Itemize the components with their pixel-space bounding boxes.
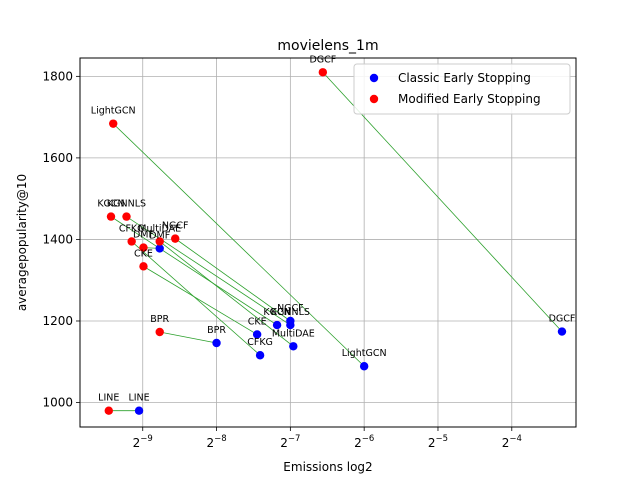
y-tick-label: 1600 — [42, 151, 73, 165]
point-label: CFKG — [247, 337, 273, 348]
point-label: KGCN — [263, 307, 290, 318]
connection-lines — [108, 71, 563, 412]
y-tick-label: 1400 — [42, 232, 73, 246]
legend: Classic Early Stopping Modified Early Sto… — [353, 63, 571, 115]
legend-box — [353, 63, 571, 115]
point-labels: LINEBPRCFKGCKEKGCNNGCFKGNNLSMultiDAELigh… — [91, 54, 576, 403]
x-tick-label: 2−6 — [354, 434, 374, 450]
classic-point — [272, 320, 282, 330]
x-tick-label: 2−9 — [133, 434, 153, 450]
x-axis-label: Emissions log2 — [283, 460, 372, 474]
point-label: DMF — [149, 230, 170, 241]
connection-line — [322, 71, 563, 332]
point-label: DGCF — [549, 314, 576, 325]
modified-point — [109, 119, 118, 128]
point-label: CKE — [134, 248, 153, 259]
x-tick-label: 2−4 — [502, 434, 522, 450]
modified-point — [122, 212, 131, 221]
connection-line — [112, 123, 365, 367]
y-tick-label: 1200 — [42, 314, 73, 328]
point-label: DMF — [133, 230, 154, 241]
connection-line — [126, 216, 291, 326]
point-label: DGCF — [309, 54, 336, 65]
modified-point — [139, 262, 148, 271]
modified-point — [171, 234, 180, 243]
modified-point — [139, 243, 148, 252]
modified-point — [104, 406, 113, 415]
classic-point — [359, 362, 369, 371]
chart-title: movielens_1m — [277, 38, 378, 54]
x-tick-label: 2−5 — [428, 434, 448, 450]
point-label: BPR — [150, 314, 169, 325]
point-label: LINE — [98, 393, 119, 404]
y-axis-label: averagepopularity@10 — [15, 174, 29, 311]
data-points — [104, 68, 567, 415]
point-label: NGCF — [277, 303, 304, 314]
legend-label: Modified Early Stopping — [398, 92, 541, 106]
classic-point — [155, 244, 164, 253]
point-label: LINE — [128, 393, 149, 404]
point-label: KGCN — [97, 199, 124, 210]
modified-point — [127, 237, 136, 246]
point-label: CKE — [248, 316, 267, 327]
connection-line — [143, 266, 258, 335]
point-label: MultiDAE — [138, 223, 181, 234]
legend-marker — [369, 94, 379, 104]
connection-line — [159, 241, 294, 347]
modified-point — [106, 212, 116, 221]
point-label: LightGCN — [342, 348, 387, 359]
modified-point — [155, 237, 164, 246]
classic-point — [134, 406, 144, 415]
point-label: KGNNLS — [271, 307, 310, 318]
classic-point — [557, 327, 567, 336]
legend-label: Classic Early Stopping — [398, 71, 531, 85]
modified-point — [155, 327, 164, 337]
connection-line — [110, 216, 278, 326]
plot-frame — [79, 57, 577, 428]
classic-point — [289, 342, 298, 351]
point-label: MultiDAE — [272, 328, 315, 339]
y-tick-label: 1000 — [42, 396, 73, 410]
point-label: CFKG — [119, 223, 145, 234]
classic-point — [286, 320, 295, 330]
classic-point — [212, 338, 221, 348]
connection-line — [174, 238, 291, 322]
point-label: BPR — [207, 325, 226, 336]
y-ticks: 1000 1200 1400 1600 1800 — [42, 69, 80, 410]
point-label: LightGCN — [91, 106, 136, 117]
classic-point — [255, 351, 265, 360]
point-label: KGNNLS — [107, 199, 146, 210]
x-tick-label: 2−8 — [206, 434, 226, 450]
x-tick-label: 2−7 — [280, 434, 300, 450]
classic-point — [252, 330, 262, 339]
modified-point — [318, 68, 328, 77]
legend-marker — [369, 73, 379, 83]
y-tick-label: 1800 — [42, 69, 73, 83]
connection-line — [159, 331, 217, 344]
x-ticks: 2−9 2−8 2−7 2−6 2−5 2−4 — [133, 427, 522, 450]
point-label: NGCF — [162, 221, 189, 232]
connection-line — [131, 241, 261, 356]
